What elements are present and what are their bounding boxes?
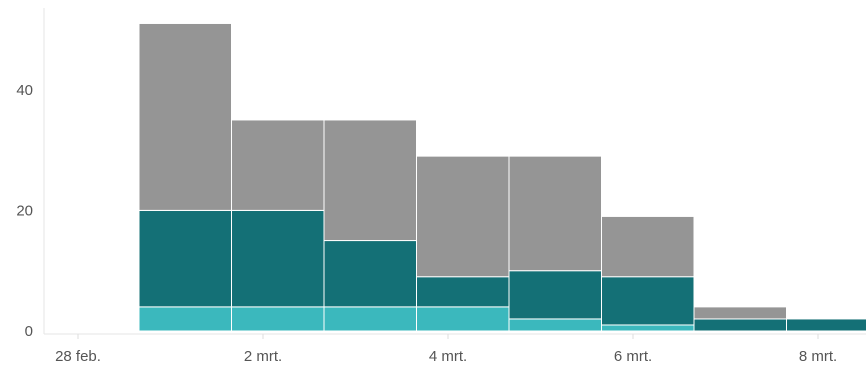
y-tick-label: 20: [16, 202, 33, 219]
bars-group: [138, 22, 866, 332]
bar-2-series-2[interactable]: [231, 209, 325, 308]
bar-1-series-1[interactable]: [138, 306, 232, 332]
x-tick-label: 2 mrt.: [244, 348, 282, 365]
y-tick-label: 40: [16, 82, 33, 99]
bar-7-series-2[interactable]: [693, 318, 787, 332]
bar-1-series-2[interactable]: [138, 209, 232, 308]
y-tick-label: 0: [25, 323, 33, 340]
x-tick-label: 28 feb.: [55, 348, 101, 365]
bar-1-series-3[interactable]: [138, 22, 232, 211]
x-tick-label: 6 mrt.: [614, 348, 652, 365]
bar-6-series-3[interactable]: [601, 215, 695, 278]
y-ticks-group: 0 20 40: [16, 82, 33, 340]
x-tick-label: 8 mrt.: [799, 348, 837, 365]
bar-3-series-3[interactable]: [323, 119, 417, 242]
bar-6-series-2[interactable]: [601, 276, 695, 326]
bar-3-series-1[interactable]: [323, 306, 417, 332]
x-tick-label: 4 mrt.: [429, 348, 467, 365]
bar-4-series-2[interactable]: [416, 276, 510, 308]
bar-2-series-1[interactable]: [231, 306, 325, 332]
bar-5-series-1[interactable]: [508, 318, 602, 332]
bar-5-series-2[interactable]: [508, 270, 602, 320]
bar-4-series-3[interactable]: [416, 155, 510, 278]
bar-8-series-2[interactable]: [786, 318, 866, 332]
bar-2-series-3[interactable]: [231, 119, 325, 211]
bar-3-series-2[interactable]: [323, 240, 417, 308]
bar-4-series-1[interactable]: [416, 306, 510, 332]
x-ticks-group: 28 feb. 2 mrt. 4 mrt. 6 mrt. 8 mrt.: [55, 334, 837, 365]
bar-5-series-3[interactable]: [508, 155, 602, 272]
bar-6-series-1[interactable]: [601, 324, 695, 332]
bar-7-series-3[interactable]: [693, 306, 787, 320]
